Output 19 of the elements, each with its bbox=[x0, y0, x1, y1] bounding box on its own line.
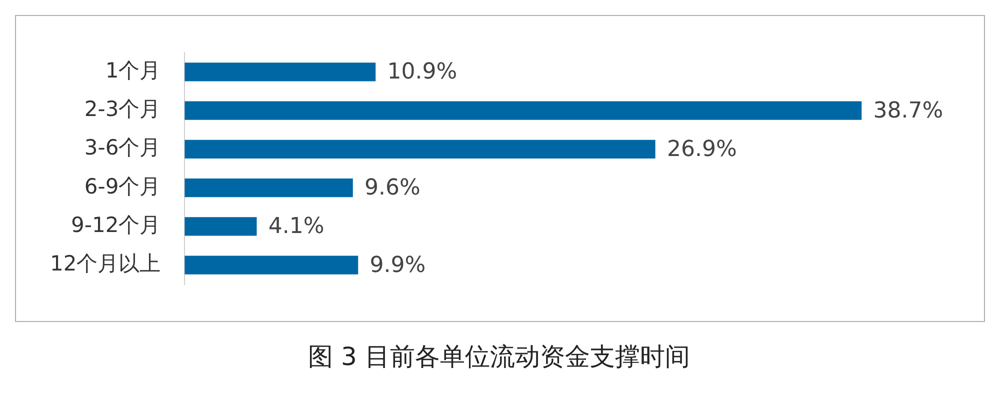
text: 图 3 目前各单位流动资金支撑时间 bbox=[307, 341, 691, 373]
bar bbox=[184, 178, 353, 198]
data-label: 26.9% bbox=[666, 136, 737, 162]
bar bbox=[184, 62, 376, 82]
y-tick-label: 1个月 bbox=[105, 58, 161, 82]
bar bbox=[184, 217, 257, 236]
y-tick-label: 2-3个月 bbox=[84, 97, 161, 122]
data-label: 10.9% bbox=[387, 60, 458, 85]
y-tick-label: 9-12个月 bbox=[71, 212, 161, 237]
bar bbox=[184, 101, 862, 120]
bar bbox=[184, 256, 358, 274]
data-label: 9.6% bbox=[364, 176, 420, 201]
bar bbox=[184, 140, 656, 159]
data-label: 9.9% bbox=[370, 252, 426, 278]
y-tick-label: 12个月以上 bbox=[50, 252, 161, 276]
y-tick-label: 3-6个月 bbox=[84, 136, 161, 160]
y-tick-label: 6-9个月 bbox=[84, 174, 161, 198]
data-label: 38.7% bbox=[873, 98, 944, 124]
data-label: 4.1% bbox=[268, 214, 324, 240]
